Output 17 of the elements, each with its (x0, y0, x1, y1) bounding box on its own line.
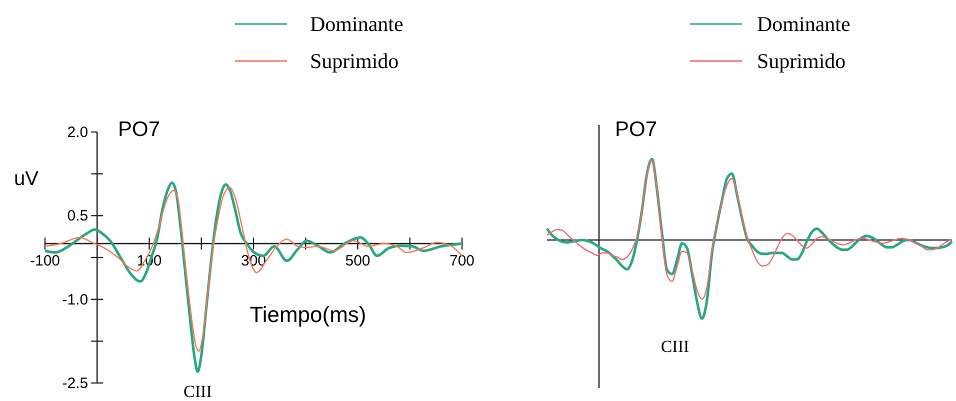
y-tick-label: -2.5 (62, 375, 88, 392)
x-axis-title: Tiempo(ms) (250, 302, 366, 327)
chart-title: PO7 (118, 118, 160, 141)
chart-title: PO7 (615, 118, 658, 141)
legend-label: Suprimido (757, 49, 846, 73)
text: CIII (660, 337, 690, 356)
legend-label: Dominante (757, 12, 850, 36)
x-tick-label: 500 (345, 252, 370, 270)
x-tick-label: 700 (449, 252, 475, 270)
annotation: CIII (184, 382, 212, 401)
x-tick-label: -100 (30, 252, 60, 270)
legend-label: Dominante (310, 12, 404, 36)
y-tick-label: 0.5 (67, 208, 88, 225)
legend-label: Suprimido (310, 49, 399, 73)
y-tick-label: -1.0 (62, 291, 88, 308)
y-axis-title: uV (14, 168, 40, 190)
y-tick-label: 2.0 (67, 124, 88, 141)
